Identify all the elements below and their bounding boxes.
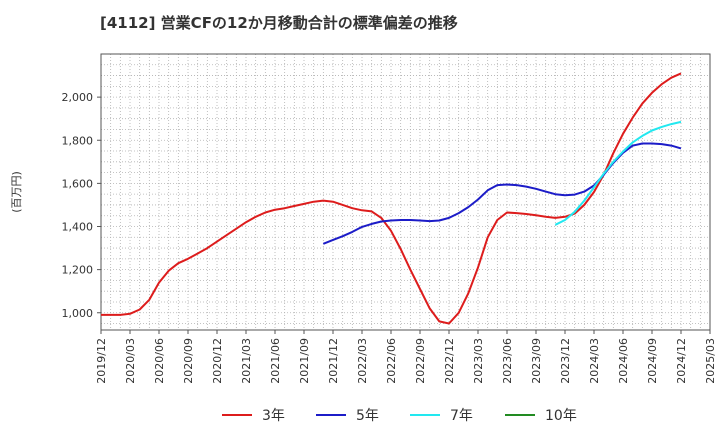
x-tick-label: 2023/09	[530, 338, 543, 384]
x-tick-label: 2024/12	[675, 338, 688, 384]
x-tick-label: 2021/06	[269, 338, 282, 384]
x-tick-label: 2022/06	[385, 338, 398, 384]
legend-label-4: 10年	[545, 408, 577, 424]
series-line-2	[322, 142, 682, 245]
y-tick-label: 1,000	[62, 307, 94, 320]
x-tick-label: 2020/12	[211, 338, 224, 384]
y-tick-label: 2,000	[62, 91, 94, 104]
x-tick-label: 2023/12	[559, 338, 572, 384]
series-line-3	[554, 120, 682, 226]
y-axis-label: (百万円)	[10, 171, 23, 213]
chart-title: [4112] 営業CFの12か月移動合計の標準偏差の推移	[100, 14, 458, 32]
plot-frame	[100, 53, 711, 331]
y-tick-label: 1,200	[62, 264, 94, 277]
legend-label-2: 5年	[356, 408, 379, 424]
legend: 3年 5年 7年 10年	[222, 408, 577, 424]
x-tick-label: 2022/09	[414, 338, 427, 384]
x-tick-label: 2020/09	[182, 338, 195, 384]
x-tick-label: 2019/12	[95, 338, 108, 384]
y-tick-label: 1,800	[62, 134, 94, 147]
x-tick-label: 2024/09	[646, 338, 659, 384]
x-tick-label: 2020/03	[124, 338, 137, 384]
x-tick-label: 2020/06	[153, 338, 166, 384]
y-tick-label: 1,400	[62, 221, 94, 234]
x-tick-label: 2021/12	[327, 338, 340, 384]
x-tick-label: 2023/03	[472, 338, 485, 384]
x-tick-label: 2025/03	[704, 338, 717, 384]
series-line-1	[101, 72, 682, 325]
x-tick-label: 2021/09	[298, 338, 311, 384]
series-lines	[101, 72, 682, 325]
legend-label-3: 7年	[450, 408, 473, 424]
axes: 1,000 1,200 1,400 1,600 1,800 2,000 2019/12 202…	[10, 53, 717, 384]
x-tick-label: 2024/06	[617, 338, 630, 384]
legend-label-1: 3年	[262, 408, 285, 424]
x-tick-label: 2021/03	[240, 338, 253, 384]
x-tick-label: 2023/06	[501, 338, 514, 384]
x-tick-label: 2022/12	[443, 338, 456, 384]
x-tick-label: 2024/03	[588, 338, 601, 384]
x-tick-label: 2022/03	[356, 338, 369, 384]
y-tick-label: 1,600	[62, 177, 94, 190]
grid	[100, 53, 711, 330]
